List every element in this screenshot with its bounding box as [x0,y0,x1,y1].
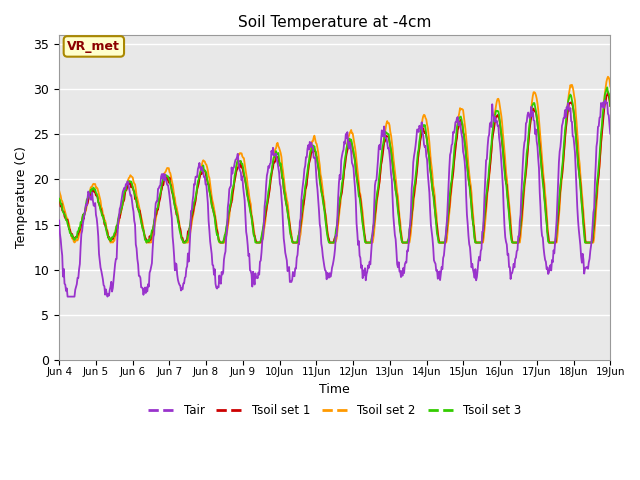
Y-axis label: Temperature (C): Temperature (C) [15,146,28,249]
Legend: Tair, Tsoil set 1, Tsoil set 2, Tsoil set 3: Tair, Tsoil set 1, Tsoil set 2, Tsoil se… [143,399,526,422]
X-axis label: Time: Time [319,383,350,396]
Text: VR_met: VR_met [67,40,120,53]
Title: Soil Temperature at -4cm: Soil Temperature at -4cm [238,15,431,30]
